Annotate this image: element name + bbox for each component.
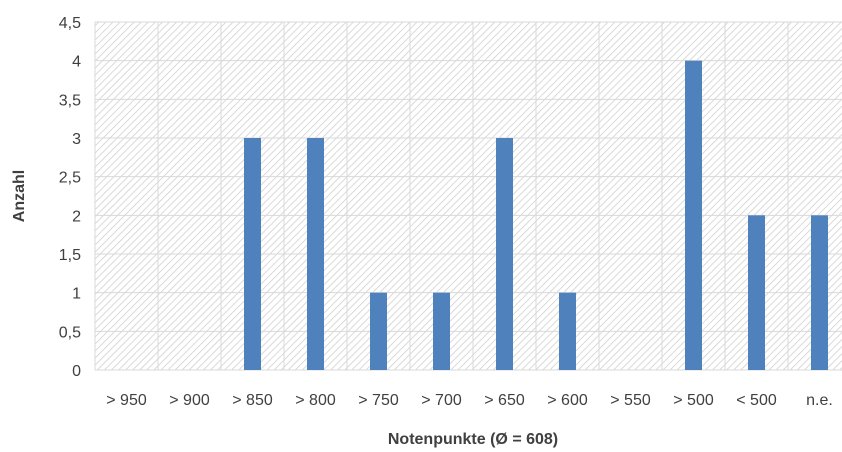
y-tick-label: 4 <box>72 54 81 71</box>
plot-area <box>95 22 842 370</box>
x-tick-label: > 650 <box>484 392 525 409</box>
y-tick-label: 1,5 <box>59 247 81 264</box>
x-tick-label: < 500 <box>736 392 777 409</box>
x-axis-title: Notenpunkte (Ø = 608) <box>388 431 558 448</box>
y-tick-label: 3,5 <box>59 92 81 109</box>
x-tick-label: > 550 <box>610 392 651 409</box>
y-tick-label: 2,5 <box>59 170 81 187</box>
x-tick-label: > 800 <box>295 392 336 409</box>
bar-11 <box>811 215 828 370</box>
bar-10 <box>748 215 765 370</box>
y-tick-label: 2 <box>72 208 81 225</box>
bar-4 <box>370 292 387 370</box>
bars <box>244 60 828 371</box>
y-tick-label: 1 <box>72 286 81 303</box>
bar-2 <box>244 138 261 370</box>
bar-3 <box>307 138 324 370</box>
y-tick-label: 4,5 <box>59 15 81 32</box>
x-tick-label: > 900 <box>169 392 210 409</box>
y-tick-label: 0,5 <box>59 324 81 341</box>
x-tick-label: > 750 <box>358 392 399 409</box>
x-tick-label: > 850 <box>232 392 273 409</box>
grid-lines <box>94 21 842 371</box>
bar-7 <box>559 292 576 370</box>
bar-6 <box>496 138 513 370</box>
x-tick-labels: > 950 > 900 > 850 > 800 > 750 > 700 > 650 > 600… <box>106 392 833 409</box>
bar-5 <box>433 292 450 370</box>
y-tick-labels: 0 0,5 1 1,5 2 2,5 3 3,5 4 4,5 <box>59 15 81 380</box>
y-tick-label: 3 <box>72 131 81 148</box>
y-tick-label: 0 <box>72 363 81 380</box>
bar-9 <box>685 60 702 371</box>
x-tick-label: > 600 <box>547 392 588 409</box>
y-axis-title: Anzahl <box>11 170 28 222</box>
x-tick-label: > 700 <box>421 392 462 409</box>
x-tick-label: > 500 <box>673 392 714 409</box>
x-tick-label: n.e. <box>806 392 833 409</box>
x-tick-label: > 950 <box>106 392 147 409</box>
